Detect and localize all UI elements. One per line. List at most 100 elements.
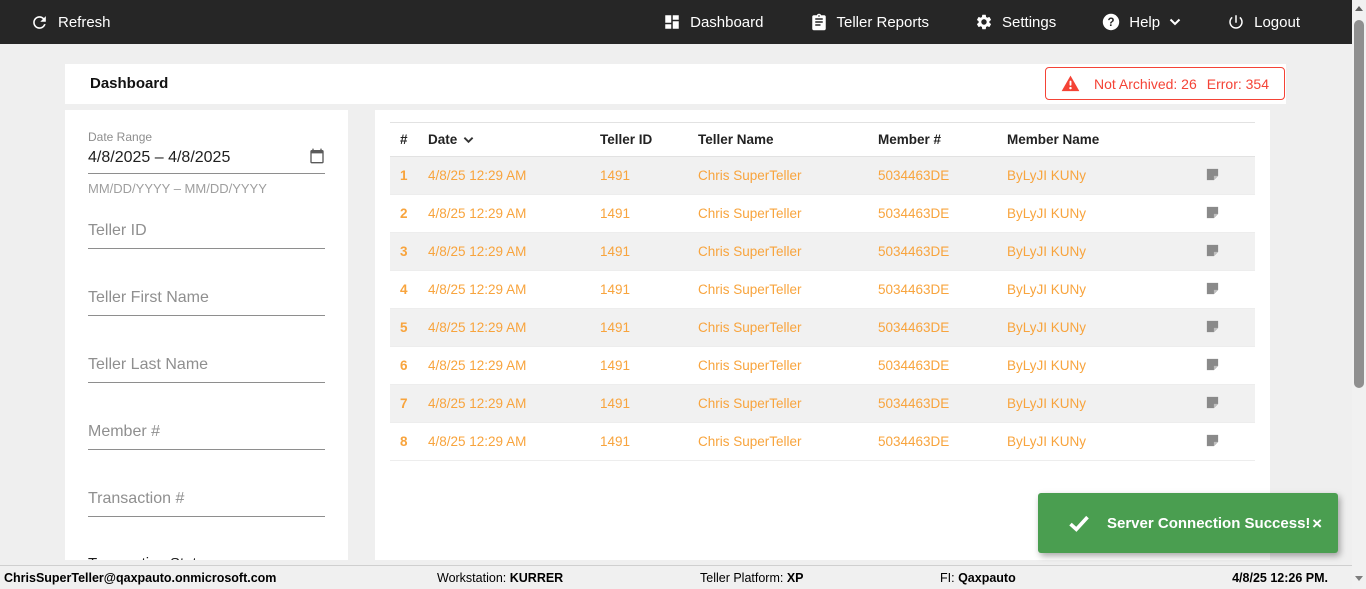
checkmark-icon bbox=[1068, 515, 1090, 532]
scroll-down-arrow[interactable] bbox=[1355, 576, 1363, 581]
workstation-value: KURRER bbox=[509, 570, 564, 585]
cell-teller-name: Chris SuperTeller bbox=[698, 396, 802, 411]
archive-error-badge: Not Archived: 26 Error: 354 bbox=[1045, 67, 1285, 100]
svg-text:?: ? bbox=[1108, 17, 1115, 29]
cell-date: 4/8/25 12:29 AM bbox=[428, 320, 527, 335]
cell-member-name: ByLyJI KUNy bbox=[1007, 168, 1087, 183]
note-button[interactable] bbox=[1205, 357, 1255, 375]
note-icon bbox=[1205, 319, 1220, 337]
vertical-scrollbar[interactable] bbox=[1352, 0, 1366, 589]
nav-dashboard-label: Dashboard bbox=[690, 13, 764, 31]
cell-date: 4/8/25 12:29 AM bbox=[428, 168, 527, 183]
table-row[interactable]: 7 4/8/25 12:29 AM 1491 Chris SuperTeller… bbox=[390, 385, 1255, 423]
cell-teller-id: 1491 bbox=[600, 434, 631, 449]
table-row[interactable]: 3 4/8/25 12:29 AM 1491 Chris SuperTeller… bbox=[390, 233, 1255, 271]
transaction-number-input[interactable] bbox=[88, 490, 325, 517]
scrollbar-thumb[interactable] bbox=[1354, 20, 1364, 388]
cell-member-num: 5034463DE bbox=[878, 168, 950, 183]
nav-settings-label: Settings bbox=[1002, 13, 1057, 31]
teller-id-input[interactable] bbox=[88, 222, 325, 249]
cell-teller-name: Chris SuperTeller bbox=[698, 434, 802, 449]
cell-teller-name: Chris SuperTeller bbox=[698, 206, 802, 221]
refresh-label: Refresh bbox=[58, 13, 111, 31]
scroll-up-arrow[interactable] bbox=[1355, 6, 1363, 11]
row-number: 2 bbox=[400, 206, 408, 221]
teller-last-name-input[interactable] bbox=[88, 356, 325, 383]
cell-teller-name: Chris SuperTeller bbox=[698, 320, 802, 335]
platform-value: XP bbox=[786, 570, 804, 585]
note-button[interactable] bbox=[1205, 433, 1255, 451]
note-button[interactable] bbox=[1205, 319, 1255, 337]
cell-teller-id: 1491 bbox=[600, 168, 631, 183]
refresh-button[interactable]: Refresh bbox=[30, 13, 111, 32]
transactions-table: # Date Teller ID Teller Name Member # Me… bbox=[390, 122, 1255, 461]
transactions-panel: # Date Teller ID Teller Name Member # Me… bbox=[375, 110, 1270, 560]
cell-member-name: ByLyJI KUNy bbox=[1007, 244, 1087, 259]
cell-member-num: 5034463DE bbox=[878, 244, 950, 259]
cell-date: 4/8/25 12:29 AM bbox=[428, 396, 527, 411]
note-button[interactable] bbox=[1205, 395, 1255, 413]
fi-status: FI: Qaxpauto bbox=[940, 570, 1016, 585]
nav-logout-label: Logout bbox=[1254, 13, 1300, 31]
table-row[interactable]: 6 4/8/25 12:29 AM 1491 Chris SuperTeller… bbox=[390, 347, 1255, 385]
page-title: Dashboard bbox=[90, 75, 169, 92]
table-row[interactable]: 2 4/8/25 12:29 AM 1491 Chris SuperTeller… bbox=[390, 195, 1255, 233]
cell-date: 4/8/25 12:29 AM bbox=[428, 358, 527, 373]
cell-teller-id: 1491 bbox=[600, 358, 631, 373]
chevron-down-icon bbox=[1169, 18, 1181, 26]
nav-settings[interactable]: Settings bbox=[975, 13, 1056, 31]
row-number: 3 bbox=[400, 244, 408, 259]
nav-help[interactable]: ? Help bbox=[1102, 13, 1181, 31]
col-header-member-name: Member Name bbox=[1007, 132, 1100, 147]
table-row[interactable]: 4 4/8/25 12:29 AM 1491 Chris SuperTeller… bbox=[390, 271, 1255, 309]
warning-icon bbox=[1061, 75, 1080, 92]
clipboard-icon bbox=[810, 13, 828, 31]
table-row[interactable]: 1 4/8/25 12:29 AM 1491 Chris SuperTeller… bbox=[390, 157, 1255, 195]
toast-message: Server Connection Success! bbox=[1107, 514, 1311, 532]
status-datetime: 4/8/25 12:26 PM. bbox=[1232, 570, 1328, 585]
date-range-input[interactable] bbox=[88, 149, 309, 167]
note-icon bbox=[1205, 167, 1220, 185]
workstation-status: Workstation: KURRER bbox=[437, 570, 564, 585]
row-number: 7 bbox=[400, 396, 408, 411]
cell-member-num: 5034463DE bbox=[878, 282, 950, 297]
nav-dashboard[interactable]: Dashboard bbox=[663, 13, 764, 31]
member-number-input[interactable] bbox=[88, 423, 325, 450]
not-archived-count: Not Archived: 26 bbox=[1094, 75, 1197, 92]
table-header-row: # Date Teller ID Teller Name Member # Me… bbox=[390, 122, 1255, 157]
note-button[interactable] bbox=[1205, 243, 1255, 261]
fi-value: Qaxpauto bbox=[958, 570, 1016, 585]
note-button[interactable] bbox=[1205, 205, 1255, 223]
row-number: 4 bbox=[400, 282, 408, 297]
cell-member-name: ByLyJI KUNy bbox=[1007, 396, 1087, 411]
teller-first-name-input[interactable] bbox=[88, 289, 325, 316]
col-header-date[interactable]: Date bbox=[428, 132, 600, 147]
table-row[interactable]: 8 4/8/25 12:29 AM 1491 Chris SuperTeller… bbox=[390, 423, 1255, 461]
cell-member-name: ByLyJI KUNy bbox=[1007, 434, 1087, 449]
calendar-button[interactable] bbox=[309, 148, 325, 167]
sort-desc-icon bbox=[463, 132, 474, 147]
note-icon bbox=[1205, 357, 1220, 375]
status-bar: ChrisSuperTeller@qaxpauto.onmicrosoft.co… bbox=[0, 565, 1352, 589]
nav-teller-reports[interactable]: Teller Reports bbox=[810, 13, 930, 31]
note-button[interactable] bbox=[1205, 167, 1255, 185]
cell-member-num: 5034463DE bbox=[878, 206, 950, 221]
note-button[interactable] bbox=[1205, 281, 1255, 299]
date-format-hint: MM/DD/YYYY – MM/DD/YYYY bbox=[88, 181, 267, 196]
close-icon[interactable]: × bbox=[1312, 513, 1322, 533]
cell-teller-id: 1491 bbox=[600, 282, 631, 297]
date-range-label: Date Range bbox=[88, 130, 153, 144]
date-range-field bbox=[88, 148, 325, 174]
cell-member-name: ByLyJI KUNy bbox=[1007, 282, 1087, 297]
gear-icon bbox=[975, 13, 993, 31]
nav-logout[interactable]: Logout bbox=[1227, 13, 1300, 31]
cell-date: 4/8/25 12:29 AM bbox=[428, 434, 527, 449]
nav-teller-reports-label: Teller Reports bbox=[836, 13, 930, 31]
note-icon bbox=[1205, 395, 1220, 413]
cell-teller-name: Chris SuperTeller bbox=[698, 358, 802, 373]
power-icon bbox=[1227, 13, 1245, 31]
table-row[interactable]: 5 4/8/25 12:29 AM 1491 Chris SuperTeller… bbox=[390, 309, 1255, 347]
cell-teller-id: 1491 bbox=[600, 320, 631, 335]
cell-teller-id: 1491 bbox=[600, 206, 631, 221]
cell-member-name: ByLyJI KUNy bbox=[1007, 358, 1087, 373]
